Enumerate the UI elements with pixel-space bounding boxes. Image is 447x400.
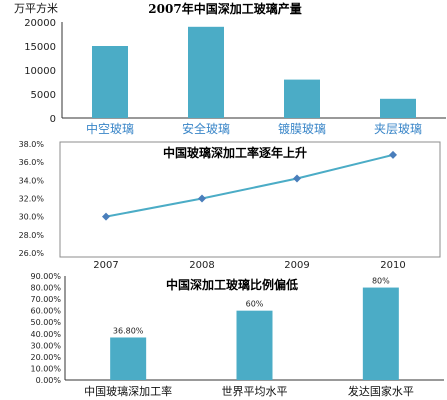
chart1-y-ticks: 0 5000 10000 15000 20000 [24, 18, 56, 125]
chart3-data-labels: 36.80% 60% 80% [113, 277, 390, 336]
chart2-x-ticks: 2007 2008 2009 2010 [93, 260, 405, 271]
chart3-y-tick: 0.00% [36, 376, 62, 385]
chart2-frame [59, 141, 441, 258]
chart1-bar [284, 79, 320, 118]
chart2-title: 中国玻璃深加工率逐年上升 [163, 145, 307, 160]
chart1-category-label: 安全玻璃 [182, 121, 230, 136]
chart2-x-tick: 2010 [380, 260, 405, 271]
chart2-y-tick: 38.0% [19, 140, 45, 149]
chart1-bar [380, 98, 416, 118]
chart2-point [389, 150, 397, 159]
chart1-categories: 中空玻璃 安全玻璃 镀膜玻璃 夹层玻璃 [86, 121, 422, 136]
chart3-categories: 中国玻璃深加工率 世界平均水平 发达国家水平 [84, 384, 414, 398]
chart3-bars [110, 287, 399, 380]
chart1-ylabel: 万平方米 [14, 1, 58, 15]
chart3-y-tick: 70.00% [30, 295, 61, 304]
chart2-y-tick: 36.0% [19, 158, 45, 167]
chart1-title: 2007年中国深加工玻璃产量 [148, 1, 301, 16]
chart2-point [198, 194, 206, 203]
chart1-y-tick: 10000 [24, 66, 56, 77]
chart1-category-label: 夹层玻璃 [374, 122, 422, 136]
chart2-y-tick: 30.0% [19, 213, 45, 222]
chart2-y-tick: 32.0% [19, 195, 45, 204]
chart1-bars [92, 26, 416, 118]
chart3-data-label: 80% [372, 277, 390, 286]
chart2-y-tick: 26.0% [19, 249, 45, 258]
chart2-point [293, 174, 301, 183]
chart3-y-ticks: 0.00% 10.00% 20.00% 30.00% 40.00% 50.00% 60.00… [30, 272, 61, 385]
chart2-y-tick: 34.0% [19, 176, 45, 185]
chart1-bar [92, 46, 128, 118]
chart3-category-label: 中国玻璃深加工率 [84, 384, 172, 398]
chart1-category-label: 镀膜玻璃 [278, 122, 326, 136]
chart3-y-tick: 20.00% [30, 353, 61, 362]
chart-processing-ratio: 中国深加工玻璃比例偏低 0.00% 10.00% 20.00% 30.00% 40.00… [30, 272, 444, 398]
chart-glass-output: 万平方米 2007年中国深加工玻璃产量 0 5000 10000 15000 20000… [14, 1, 446, 136]
chart3-y-tick: 30.00% [30, 341, 61, 350]
chart3-y-tick: 10.00% [30, 364, 61, 373]
chart2-x-tick: 2008 [189, 260, 214, 271]
chart1-y-tick: 0 [50, 114, 56, 125]
chart3-title: 中国深加工玻璃比例偏低 [166, 277, 298, 292]
chart2-x-tick: 2009 [284, 260, 309, 271]
chart2-y-ticks: 26.0% 28.0% 30.0% 32.0% 34.0% 36.0% 38.0% [19, 140, 45, 258]
chart-processing-rate: 中国玻璃深加工率逐年上升 26.0% 28.0% 30.0% 32.0% 34.0% 36… [19, 140, 441, 271]
chart1-y-tick: 15000 [24, 42, 56, 53]
chart3-data-label: 36.80% [113, 326, 144, 335]
chart3-y-tick: 80.00% [30, 284, 61, 293]
chart2-points [102, 150, 397, 221]
chart1-y-tick: 20000 [24, 18, 56, 29]
chart3-y-tick: 50.00% [30, 318, 61, 327]
chart2-series-line [105, 153, 394, 218]
chart3-y-tick: 60.00% [30, 307, 61, 316]
chart2-point [102, 212, 110, 221]
chart2-y-tick: 28.0% [19, 231, 45, 240]
chart3-y-tick: 40.00% [30, 330, 61, 339]
chart3-bar [236, 310, 273, 380]
chart3-bar [110, 337, 147, 380]
chart3-category-label: 世界平均水平 [222, 385, 288, 398]
chart3-bar [362, 287, 399, 380]
chart3-data-label: 60% [246, 300, 264, 309]
chart1-bar [188, 26, 224, 118]
chart1-y-tick: 5000 [31, 90, 56, 101]
chart1-category-label: 中空玻璃 [86, 121, 134, 136]
chart3-category-label: 发达国家水平 [348, 384, 414, 398]
chart2-x-tick: 2007 [93, 260, 118, 271]
chart3-y-tick: 90.00% [30, 272, 61, 281]
